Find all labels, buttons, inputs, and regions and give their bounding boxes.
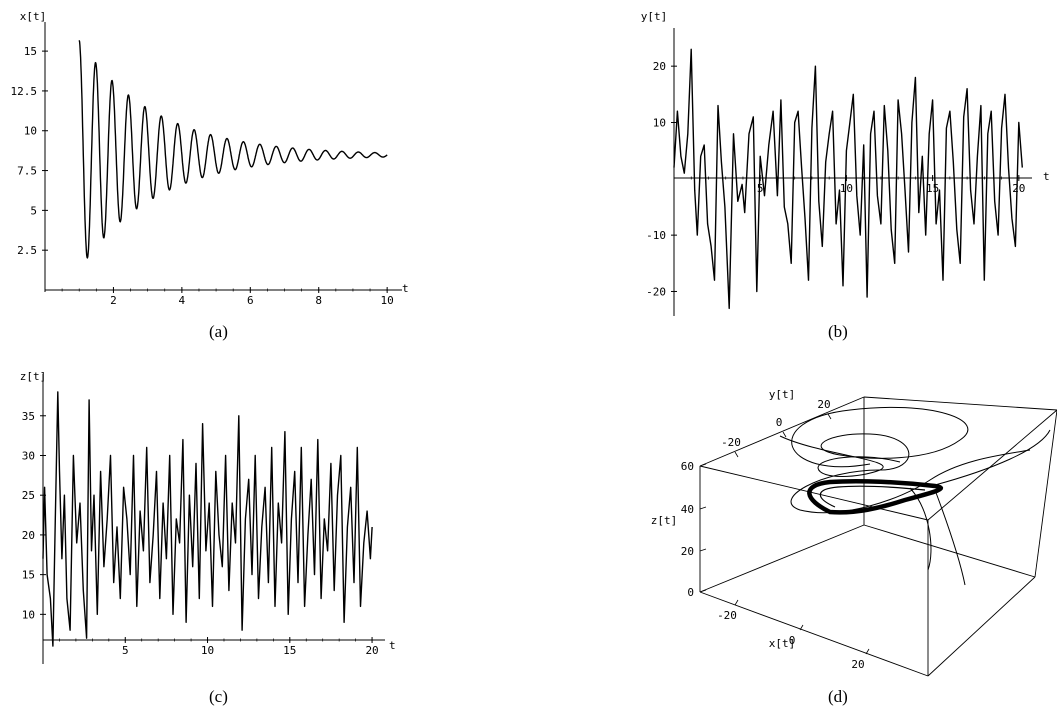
x-tick-label: 10 bbox=[381, 294, 394, 307]
y-tick-label: 7.5 bbox=[17, 165, 37, 178]
series-line bbox=[78, 40, 388, 259]
box-edge bbox=[699, 591, 929, 677]
y-axis-label: y[t] bbox=[769, 388, 796, 401]
z-tick-label: 40 bbox=[681, 503, 694, 516]
z-tick-label: 20 bbox=[681, 545, 694, 558]
trajectory-limit-cycle bbox=[807, 478, 944, 515]
x-axis-label: t bbox=[1043, 170, 1050, 183]
x-tick-label: 2 bbox=[110, 294, 117, 307]
series-line bbox=[42, 391, 373, 647]
y-tick-label: -10 bbox=[646, 229, 666, 242]
caption-b: (b) bbox=[828, 322, 848, 341]
trajectory-transient bbox=[909, 487, 932, 571]
y-tick bbox=[734, 451, 739, 458]
box-edge bbox=[699, 396, 865, 467]
x-tick bbox=[734, 599, 739, 606]
chart-d-plot: 0 20 40 60 z[t] -20 0 20 y[t] -20 0 20 x[t] bbox=[651, 388, 1057, 677]
chart-c-plot: 5 10 15 20 10 15 20 25 30 35 z[t] t bbox=[20, 370, 396, 664]
y-tick-label: -20 bbox=[646, 285, 666, 298]
trajectory-transient bbox=[779, 435, 901, 477]
trajectory-inner bbox=[819, 485, 926, 508]
y-axis-label: z[t] bbox=[20, 370, 47, 383]
x-tick-label: 15 bbox=[283, 644, 296, 657]
x-axis-label: x[t] bbox=[769, 637, 796, 650]
z-tick-label: 60 bbox=[681, 460, 694, 473]
x-tick-label: 4 bbox=[179, 294, 186, 307]
x-tick-label: 20 bbox=[851, 658, 864, 671]
chart-a-plot: 2 4 6 8 10 2.5 5 7.5 10 12.5 15 x[t] t bbox=[11, 10, 409, 307]
y-axis-label: y[t] bbox=[641, 10, 668, 23]
box-edge bbox=[699, 465, 929, 521]
y-axis-label: x[t] bbox=[20, 10, 47, 23]
z-tick bbox=[699, 463, 707, 467]
y-tick-label: 10 bbox=[22, 608, 35, 621]
box-edge bbox=[863, 524, 1036, 578]
y-tick-label: 30 bbox=[22, 449, 35, 462]
box-edge bbox=[1034, 409, 1057, 578]
x-tick-label: 10 bbox=[201, 644, 214, 657]
y-tick-label: 10 bbox=[653, 116, 666, 129]
box-edge bbox=[699, 524, 865, 593]
y-tick-label: -20 bbox=[721, 436, 741, 449]
x-axis-label: t bbox=[402, 282, 409, 295]
y-tick-label: 20 bbox=[22, 529, 35, 542]
y-tick-label: 35 bbox=[22, 410, 35, 423]
y-tick-label: 10 bbox=[24, 125, 37, 138]
y-tick-label: 2.5 bbox=[17, 244, 37, 257]
y-tick-label: 20 bbox=[817, 398, 830, 411]
z-tick bbox=[699, 506, 707, 510]
y-tick-label: 5 bbox=[30, 204, 37, 217]
x-tick-label: 0 bbox=[789, 634, 796, 647]
series-line bbox=[673, 48, 1023, 310]
y-tick-label: 0 bbox=[776, 416, 783, 429]
x-tick bbox=[799, 624, 804, 631]
trajectory-transient bbox=[934, 489, 966, 586]
z-axis-label: z[t] bbox=[651, 514, 678, 527]
x-tick-label: -20 bbox=[717, 609, 737, 622]
y-tick-label: 20 bbox=[653, 60, 666, 73]
x-tick-label: 15 bbox=[926, 182, 939, 195]
x-tick-label: 8 bbox=[315, 294, 322, 307]
caption-c: (c) bbox=[209, 687, 228, 706]
y-tick-label: 15 bbox=[24, 45, 37, 58]
y-tick bbox=[827, 413, 832, 420]
box-edge bbox=[927, 576, 1036, 677]
y-tick-label: 12.5 bbox=[11, 85, 38, 98]
chart-b-plot: 5 10 15 20 -20 -10 10 20 y[t] t bbox=[641, 10, 1050, 316]
y-tick bbox=[782, 431, 787, 438]
caption-d: (d) bbox=[828, 687, 848, 706]
x-tick-label: 5 bbox=[757, 182, 764, 195]
z-tick bbox=[699, 548, 707, 552]
trajectory-transient bbox=[790, 406, 1031, 514]
caption-a: (a) bbox=[209, 322, 228, 341]
y-tick-label: 15 bbox=[22, 569, 35, 582]
x-tick-label: 10 bbox=[840, 182, 853, 195]
x-axis-label: t bbox=[389, 639, 396, 652]
x-tick bbox=[865, 648, 870, 655]
x-tick-label: 20 bbox=[1012, 182, 1025, 195]
z-tick bbox=[699, 589, 707, 593]
x-tick-label: 6 bbox=[247, 294, 254, 307]
x-tick-label: 5 bbox=[122, 644, 129, 657]
box-edge bbox=[863, 396, 1057, 411]
z-tick-label: 0 bbox=[687, 586, 694, 599]
box-edge bbox=[927, 409, 1057, 521]
y-tick-label: 25 bbox=[22, 489, 35, 502]
trajectory-transient bbox=[934, 429, 1051, 486]
x-tick-label: 20 bbox=[365, 644, 378, 657]
